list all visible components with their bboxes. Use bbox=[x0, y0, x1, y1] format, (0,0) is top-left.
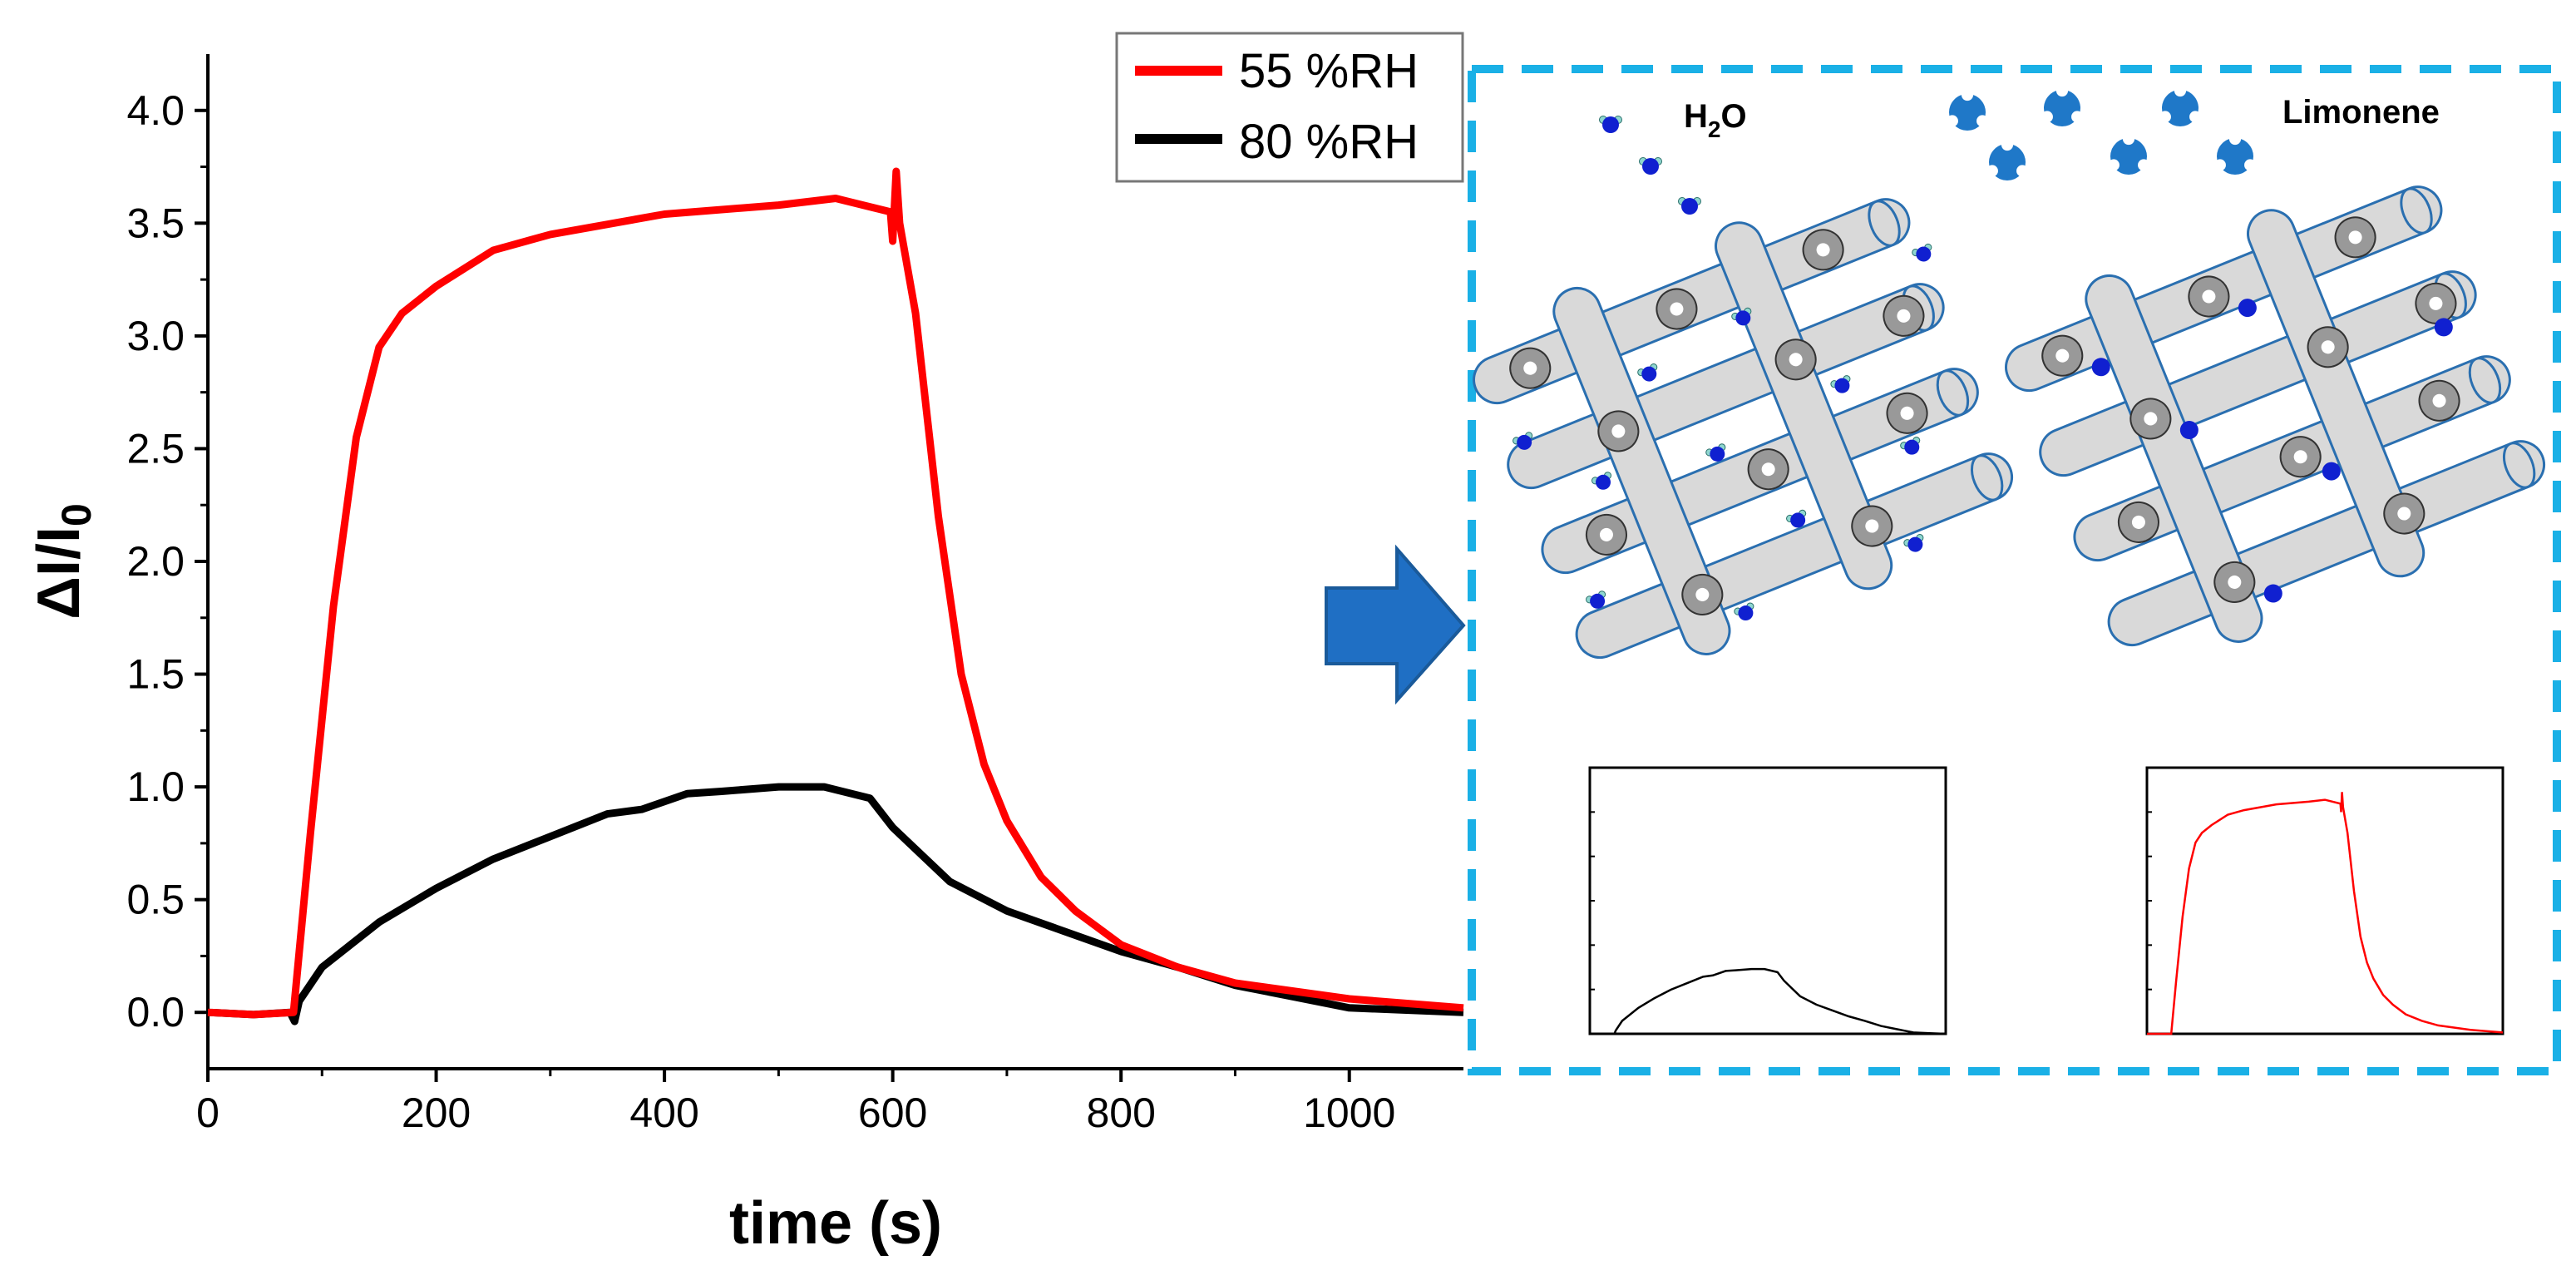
y-axis-title: ΔI/I0 bbox=[26, 503, 100, 620]
y-tick-label: 0.0 bbox=[126, 989, 185, 1035]
inset-chart-limonene bbox=[2145, 766, 2504, 1035]
legend: 55 %RH 80 %RH bbox=[1115, 32, 1464, 183]
limonene-molecule-icon bbox=[2041, 85, 2084, 126]
x-ticks: 0 200 400 600 800 1000 bbox=[196, 1069, 1395, 1136]
y-tick-label: 1.0 bbox=[126, 764, 185, 810]
water-molecule-icon bbox=[1599, 116, 1622, 133]
series-line bbox=[207, 167, 1464, 1019]
y-tick-label: 4.0 bbox=[126, 87, 185, 134]
water-label: H2O bbox=[1684, 98, 1747, 142]
x-axis-title: time (s) bbox=[729, 1190, 942, 1257]
water-molecule-icon bbox=[1678, 197, 1701, 215]
water-loaded-lattice-icon bbox=[1473, 198, 2013, 660]
legend-label-80rh: 80 %RH bbox=[1239, 115, 1419, 169]
limonene-label: Limonene bbox=[2282, 94, 2440, 131]
y-tick-label: 3.0 bbox=[126, 313, 185, 359]
limonene-loaded-lattice-icon bbox=[2005, 185, 2545, 647]
water-molecule-icon bbox=[1734, 602, 1754, 621]
legend-label-55rh: 55 %RH bbox=[1239, 44, 1419, 98]
water-molecule-icon bbox=[1591, 472, 1612, 490]
water-molecules-icon bbox=[1599, 116, 1701, 215]
water-molecule-icon bbox=[1900, 437, 1921, 455]
x-tick-label: 800 bbox=[1086, 1090, 1155, 1136]
y-tick-label: 1.5 bbox=[126, 651, 185, 698]
limonene-molecule-icon bbox=[2159, 85, 2202, 126]
water-molecule-icon bbox=[1903, 534, 1924, 552]
y-ticks: 0.0 0.5 1.0 1.5 2.0 2.5 3.0 3.5 4.0 bbox=[126, 87, 208, 1035]
water-molecule-icon bbox=[1912, 243, 1932, 262]
y-tick-label: 3.5 bbox=[126, 200, 185, 246]
water-molecule-icon bbox=[1731, 307, 1752, 326]
y-tick-label: 2.5 bbox=[126, 425, 185, 472]
schematic-panel: H2O Limonene bbox=[1468, 65, 2561, 1075]
x-tick-label: 1000 bbox=[1303, 1090, 1395, 1136]
x-tick-label: 400 bbox=[629, 1090, 698, 1136]
water-molecule-icon bbox=[1639, 157, 1662, 175]
y-tick-label: 0.5 bbox=[126, 877, 185, 923]
water-molecule-icon bbox=[1705, 443, 1726, 462]
main-chart: 0.0 0.5 1.0 1.5 2.0 2.5 3.0 3.5 4.0 0 200 400 600 80… bbox=[26, 32, 1464, 1257]
limonene-molecule-icon bbox=[1946, 89, 1989, 131]
rod bbox=[1715, 221, 1893, 591]
limonene-molecule-icon bbox=[2213, 133, 2257, 175]
inset-line bbox=[2147, 792, 2504, 1035]
rod bbox=[2085, 274, 2263, 643]
rod bbox=[1552, 287, 1731, 655]
water-molecule-icon bbox=[1513, 432, 1533, 450]
inset-chart-water bbox=[1588, 766, 1947, 1035]
limonene-molecules-icon bbox=[1946, 85, 2257, 180]
water-molecule-icon bbox=[1786, 509, 1807, 528]
x-tick-label: 200 bbox=[402, 1090, 471, 1136]
water-molecule-icon bbox=[1586, 591, 1606, 609]
inset-line bbox=[1590, 967, 1947, 1035]
limonene-molecule-icon bbox=[2107, 133, 2150, 175]
water-molecule-icon bbox=[1830, 375, 1851, 393]
rod bbox=[2247, 209, 2425, 578]
legend-box bbox=[1115, 32, 1464, 183]
x-tick-label: 0 bbox=[196, 1090, 220, 1136]
y-tick-label: 2.0 bbox=[126, 538, 185, 585]
series-layer bbox=[207, 167, 1464, 1025]
schematic-frame bbox=[1468, 65, 2561, 1075]
water-molecule-icon bbox=[1637, 363, 1658, 382]
limonene-molecule-icon bbox=[1986, 139, 2029, 180]
right-arrow-icon bbox=[1325, 544, 1466, 705]
x-tick-label: 600 bbox=[858, 1090, 927, 1136]
